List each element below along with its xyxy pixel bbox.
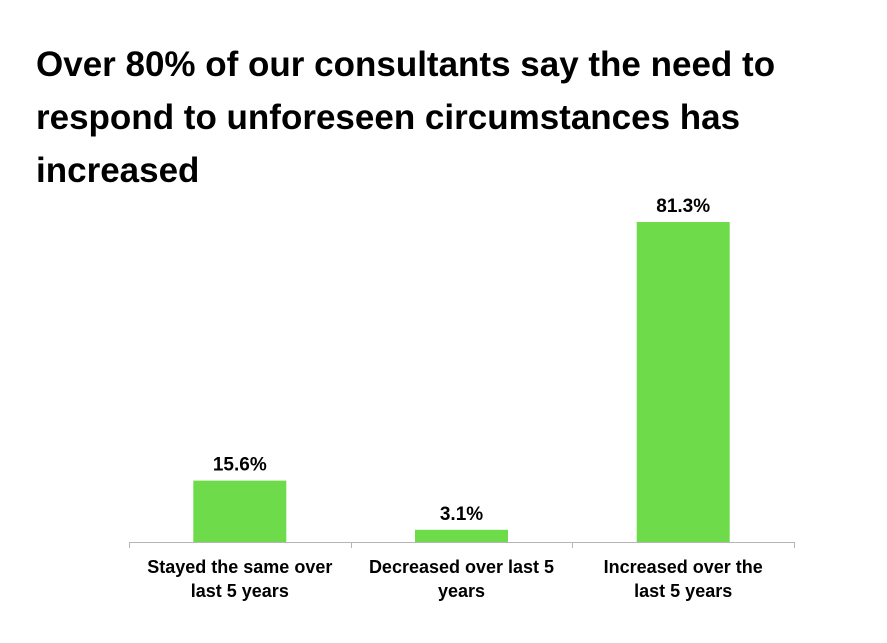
bar bbox=[415, 529, 508, 542]
data-labels: 15.6% 3.1% 81.3% bbox=[213, 196, 710, 525]
data-label: 15.6% bbox=[213, 455, 267, 476]
bar bbox=[636, 222, 730, 542]
category-label: last 5 years bbox=[191, 581, 289, 601]
category-label: Decreased over last 5 bbox=[369, 557, 554, 577]
data-label: 3.1% bbox=[440, 504, 483, 525]
category-label: Increased over the bbox=[604, 557, 763, 577]
bar-series bbox=[193, 222, 730, 542]
x-axis bbox=[129, 542, 795, 548]
category-label: years bbox=[438, 581, 485, 601]
chart-title: Over 80% of our consultants say the need… bbox=[36, 45, 776, 190]
bar bbox=[193, 480, 287, 542]
category-label: last 5 years bbox=[634, 581, 732, 601]
category-label: Stayed the same over bbox=[147, 557, 332, 577]
data-label: 81.3% bbox=[656, 196, 710, 217]
category-labels: Stayed the same over last 5 years Decrease… bbox=[147, 557, 762, 601]
